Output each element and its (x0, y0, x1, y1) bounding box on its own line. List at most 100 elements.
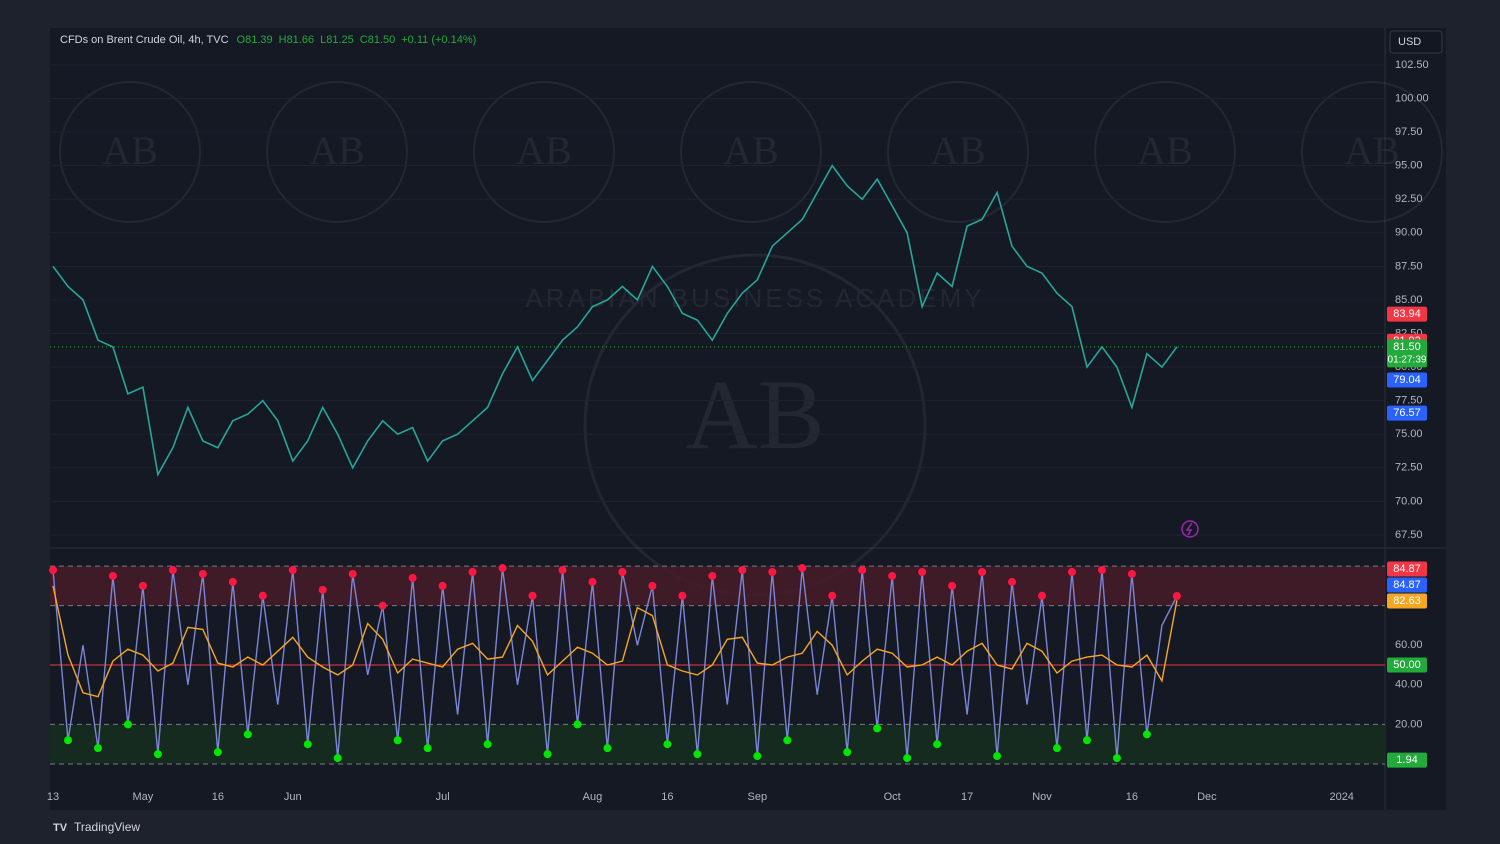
watermark-logo: AB (102, 128, 158, 173)
footer: TradingView (74, 820, 140, 834)
x-tick-label: Oct (884, 791, 901, 803)
oversold-dot (903, 754, 912, 763)
overbought-dot (888, 571, 897, 580)
price-badge-label: 50.00 (1393, 659, 1421, 671)
oversold-dot (873, 724, 882, 733)
overbought-dot (258, 591, 267, 600)
overbought-dot (1008, 577, 1017, 586)
watermark-logo: AB (309, 128, 365, 173)
oversold-dot (303, 740, 312, 749)
overbought-dot (1127, 569, 1136, 578)
x-tick-label: 13 (47, 791, 59, 803)
oversold-dot (993, 752, 1002, 761)
overbought-dot (588, 577, 597, 586)
watermark-badge (59, 81, 201, 223)
overbought-dot (1097, 566, 1106, 575)
price-badge (1387, 657, 1427, 673)
y-tick-label: 90.00 (1395, 227, 1423, 239)
x-tick-label: May (133, 791, 154, 803)
chart-area (50, 28, 1446, 810)
overbought-dot (408, 573, 417, 582)
y-tick-label: 72.50 (1395, 462, 1423, 474)
price-badge-label: 82.63 (1393, 595, 1421, 607)
oversold-dot (753, 752, 762, 761)
x-tick-label: Aug (583, 791, 603, 803)
overbought-dot (138, 581, 147, 590)
overbought-dot (528, 591, 537, 600)
oversold-dot (843, 748, 852, 757)
price-line (52, 164, 1178, 477)
overbought-dot (648, 581, 657, 590)
x-tick-label: Jun (284, 791, 302, 803)
price-badge (1387, 339, 1427, 368)
oversold-dot (63, 736, 72, 745)
price-badge (1387, 593, 1427, 609)
watermark-logo: AB (930, 128, 986, 173)
price-badge (1387, 372, 1427, 388)
overbought-dot (348, 569, 357, 578)
price-badge-label: 79.04 (1393, 374, 1421, 386)
overbought-dot (288, 566, 297, 575)
y-tick-label: 77.50 (1395, 395, 1423, 407)
x-tick-label: Jul (436, 791, 450, 803)
alert-icon[interactable] (1181, 520, 1199, 538)
x-tick-label: 2024 (1329, 791, 1353, 803)
y-tick-label: 87.50 (1395, 260, 1423, 272)
x-tick-label: Dec (1197, 791, 1217, 803)
oscillator-line (52, 567, 1178, 759)
watermark-badge (266, 81, 408, 223)
oversold-dot (393, 736, 402, 745)
price-badge (1387, 306, 1427, 322)
y-tick-label: 92.50 (1395, 193, 1423, 205)
watermark-name: ARABIAN BUSINESS ACADEMY (525, 283, 984, 313)
x-tick-label: Sep (748, 791, 768, 803)
oversold-dot (1052, 744, 1061, 753)
oversold-dot (1112, 754, 1121, 763)
overbought-dot (438, 581, 447, 590)
oversold-dot (483, 740, 492, 749)
price-badge-label: 1.94 (1396, 754, 1417, 766)
oversold-dot (243, 730, 252, 739)
overbought-dot (828, 591, 837, 600)
overbought-dot (378, 601, 387, 610)
y-tick-label: 70.00 (1395, 495, 1423, 507)
price-pane: 67.5070.0072.5075.0077.5080.0082.5085.00… (50, 59, 1429, 541)
oversold-dot (603, 744, 612, 753)
oversold-dot (543, 750, 552, 759)
overbought-dot (678, 591, 687, 600)
price-badge-label: 83.94 (1393, 308, 1421, 320)
overbought-dot (738, 566, 747, 575)
overbought-dot (198, 569, 207, 578)
chart-title: CFDs on Brent Crude Oil, 4h, TVC (60, 34, 229, 46)
oversold-dot (1142, 730, 1151, 739)
overbought-dot (948, 581, 957, 590)
zone (50, 724, 1385, 765)
watermark-logo: AB (1137, 128, 1193, 173)
overbought-dot (858, 566, 867, 575)
overbought-dot (798, 564, 807, 573)
price-badge (1387, 405, 1427, 421)
y-tick-label: 95.00 (1395, 160, 1423, 172)
overbought-dot (228, 577, 237, 586)
x-tick-label: Nov (1032, 791, 1052, 803)
watermark-badge (887, 81, 1029, 223)
watermark-logo: AB (723, 128, 779, 173)
overbought-dot (468, 568, 477, 577)
oversold-dot (933, 740, 942, 749)
watermark-badge (1301, 81, 1443, 223)
currency-box[interactable] (1389, 30, 1443, 54)
oversold-dot (423, 744, 432, 753)
overbought-dot (1067, 568, 1076, 577)
currency: USD (1398, 36, 1421, 48)
watermark-badge (1094, 81, 1236, 223)
oversold-dot (93, 744, 102, 753)
x-tick-label: 16 (661, 791, 673, 803)
ohlc-value: H81.66 (279, 34, 314, 46)
price-badge-label: 84.87 (1393, 579, 1421, 591)
price-badge (1387, 752, 1427, 768)
change: +0.11 (+0.14%) (401, 34, 476, 46)
overbought-dot (1038, 591, 1047, 600)
price-badge (1387, 561, 1427, 577)
